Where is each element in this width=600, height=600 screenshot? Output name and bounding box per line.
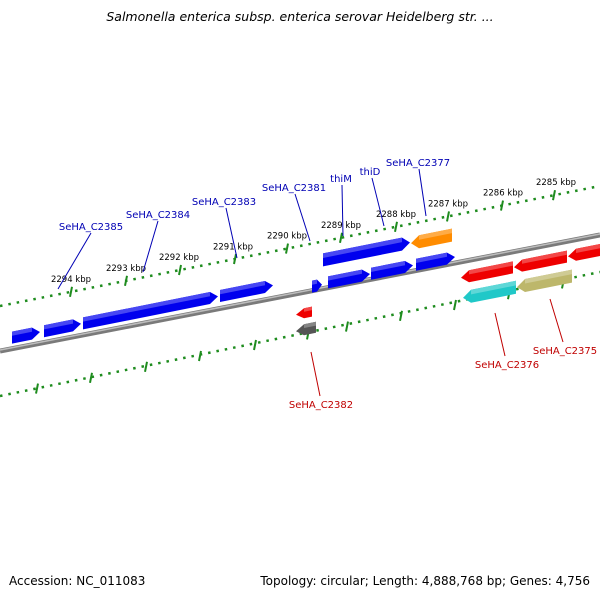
gene-label[interactable]: SeHA_C2375 — [533, 346, 597, 357]
major-tick — [124, 275, 128, 286]
kbp-tick-label: 2290 kbp — [267, 232, 307, 242]
major-tick — [198, 350, 202, 362]
major-tick — [345, 321, 349, 332]
gene-SeHA_C2384[interactable] — [83, 292, 218, 330]
gene-leader-line — [341, 184, 344, 237]
gene-thiM[interactable] — [328, 269, 370, 289]
gene-label[interactable]: SeHA_C2383 — [192, 197, 256, 208]
genome-backbone — [0, 232, 600, 354]
gene-SeHA_C2381[interactable] — [312, 279, 322, 293]
topology-text: Topology: circular; Length: 4,888,768 bp… — [260, 574, 590, 588]
gene-SeHA_C2377[interactable] — [411, 228, 452, 249]
accession-text: Accession: NC_011083 — [9, 574, 146, 588]
gene-label[interactable]: SeHA_C2384 — [126, 210, 190, 221]
gene-label[interactable]: thiM — [330, 174, 352, 185]
gene-leader-line — [310, 351, 321, 397]
major-tick — [394, 221, 398, 232]
major-tick — [233, 253, 237, 265]
gene-leader-line — [294, 193, 311, 242]
gene-thiD[interactable] — [371, 261, 413, 280]
gene-leader-line — [549, 298, 564, 343]
kbp-tick-label: 2285 kbp — [536, 178, 576, 188]
major-tick — [285, 243, 289, 254]
gene-leader-line — [418, 168, 427, 217]
gene-SeHA_C2375[interactable] — [514, 250, 567, 272]
gene-forward-2[interactable] — [44, 319, 81, 338]
kbp-tick-label: 2287 kbp — [428, 199, 468, 209]
major-tick — [500, 200, 504, 211]
gene-red-1[interactable] — [461, 261, 513, 283]
gene-leader-line — [371, 177, 385, 227]
gene-SeHA_C2383[interactable] — [220, 281, 273, 302]
major-tick — [144, 361, 148, 372]
major-tick — [178, 264, 182, 276]
major-tick — [339, 232, 343, 243]
gene-label[interactable]: SeHA_C2382 — [289, 400, 353, 411]
major-tick — [399, 310, 403, 321]
gene-leader-line — [494, 312, 506, 357]
gene-label[interactable]: thiD — [360, 167, 381, 178]
kbp-tick-label: 2291 kbp — [213, 242, 253, 252]
kbp-tick-label: 2289 kbp — [321, 221, 361, 231]
gene-leader-line — [57, 232, 92, 290]
organism-title: Salmonella enterica subsp. enterica sero… — [106, 9, 494, 24]
gene-SeHA_C2382[interactable] — [296, 321, 316, 336]
gene-label[interactable]: SeHA_C2376 — [475, 360, 539, 371]
gene-label[interactable]: SeHA_C2377 — [386, 158, 450, 169]
major-tick — [89, 372, 93, 383]
major-tick — [69, 286, 73, 297]
kbp-tick-label: 2294 kbp — [51, 275, 91, 285]
gene-SeHA_C2376[interactable] — [463, 280, 516, 303]
gene-label[interactable]: SeHA_C2385 — [59, 222, 123, 233]
major-tick — [552, 190, 556, 201]
gene-khaki[interactable] — [517, 269, 572, 292]
genome-backbone-highlight — [0, 233, 600, 351]
major-tick — [453, 299, 457, 311]
gene-forward-1[interactable] — [12, 327, 40, 344]
kbp-tick-label: 2288 kbp — [376, 210, 416, 220]
gene-red-2[interactable] — [568, 244, 600, 261]
kbp-tick-label: 2293 kbp — [106, 264, 146, 274]
gene-forward-4[interactable] — [323, 237, 410, 267]
major-tick — [35, 383, 39, 394]
gene-leader-line — [142, 220, 159, 273]
gene-SeHA_C2382-red[interactable] — [296, 306, 312, 319]
major-tick — [446, 211, 450, 222]
gene-label[interactable]: SeHA_C2381 — [262, 183, 326, 194]
kbp-tick-label: 2292 kbp — [159, 253, 199, 263]
gene-forward-3[interactable] — [416, 252, 455, 271]
kbp-tick-label: 2286 kbp — [483, 188, 523, 198]
gene-leader-line — [225, 207, 238, 259]
major-tick — [253, 339, 257, 351]
